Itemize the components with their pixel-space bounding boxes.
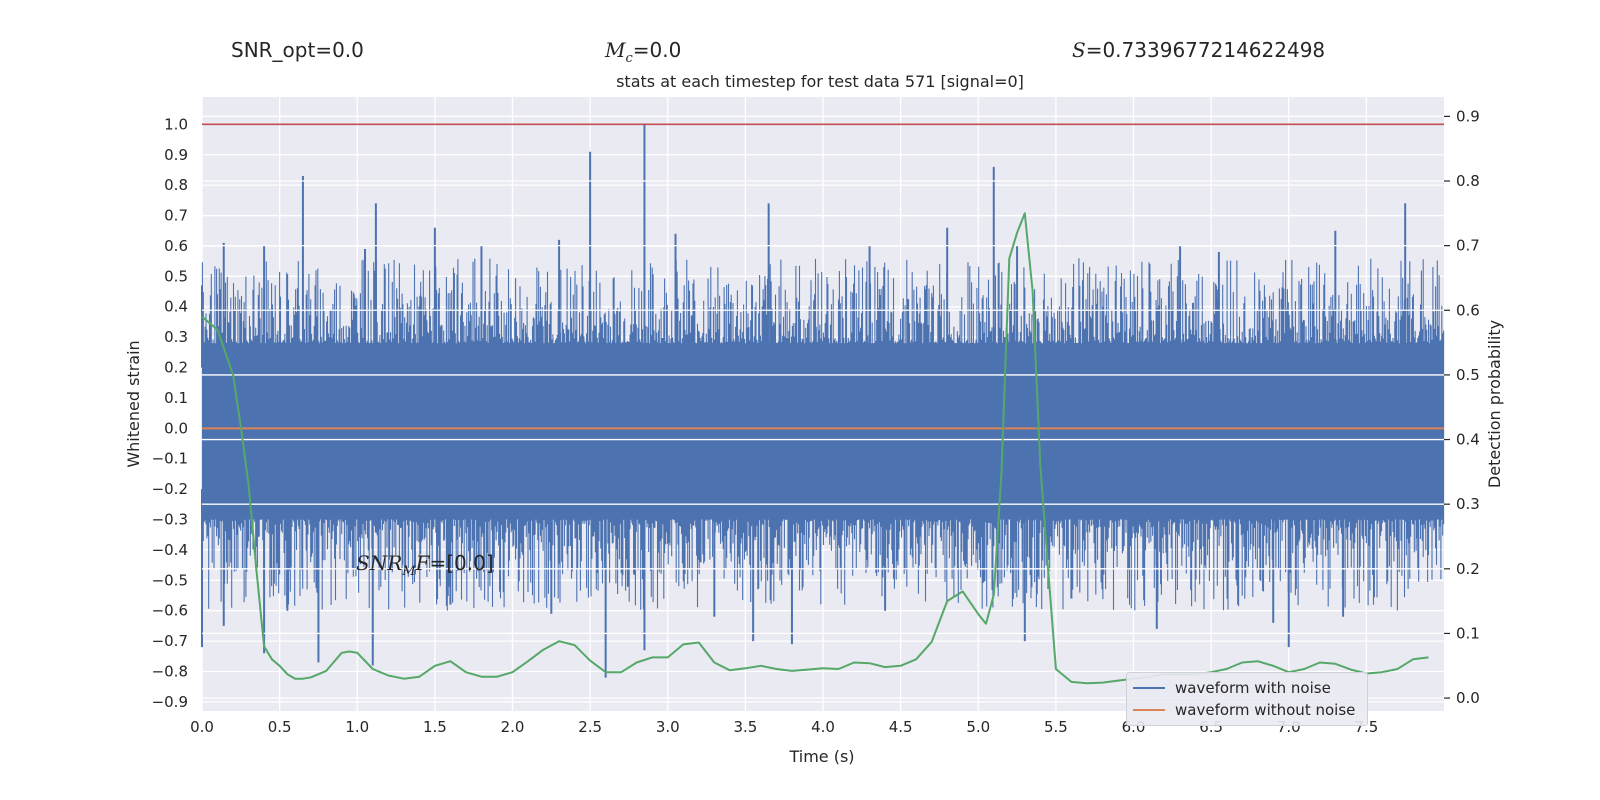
y-tick-label-left: −0.5 xyxy=(152,571,188,589)
y-tick-label-left: 0.3 xyxy=(164,328,188,346)
s-symbol: S xyxy=(1072,38,1086,62)
legend-label-without-noise: waveform without noise xyxy=(1175,701,1356,719)
legend: waveform with noise waveform without noi… xyxy=(1126,672,1368,726)
y-tick-label-right: 0.5 xyxy=(1456,366,1480,384)
x-tick-label: 1.5 xyxy=(423,718,447,736)
y-axis-label-right: Detection probability xyxy=(1485,320,1504,488)
mc-symbol: Mc xyxy=(605,38,633,66)
chart-title: stats at each timestep for test data 571… xyxy=(616,72,1024,91)
legend-swatch-without-noise xyxy=(1133,709,1165,711)
y-tick-label-left: −0.1 xyxy=(152,450,188,468)
y-tick-label-left: 0.0 xyxy=(164,419,188,437)
snr-mf-annotation: SNRMF=[0.0] xyxy=(356,551,494,579)
y-tick-label-right: 0.4 xyxy=(1456,431,1480,449)
y-tick-label-right: 0.1 xyxy=(1456,624,1480,642)
x-tick-label: 3.5 xyxy=(733,718,757,736)
y-tick-label-left: 0.1 xyxy=(164,389,188,407)
y-tick-label-left: 0.6 xyxy=(164,237,188,255)
x-tick-label: 3.0 xyxy=(656,718,680,736)
x-tick-label: 0.0 xyxy=(190,718,214,736)
y-tick-label-left: −0.3 xyxy=(152,511,188,529)
x-tick-label: 2.0 xyxy=(501,718,525,736)
legend-label-with-noise: waveform with noise xyxy=(1175,679,1331,697)
y-tick-label-left: −0.8 xyxy=(152,662,188,680)
x-tick-label: 0.5 xyxy=(268,718,292,736)
x-tick-label: 5.5 xyxy=(1044,718,1068,736)
right-grid xyxy=(202,115,1444,699)
snr-opt-text: SNR_opt=0.0 xyxy=(231,38,364,62)
y-tick-label-right: 0.6 xyxy=(1456,301,1480,319)
y-tick-label-left: 0.5 xyxy=(164,267,188,285)
legend-swatch-with-noise xyxy=(1133,687,1165,689)
y-tick-label-left: −0.7 xyxy=(152,632,188,650)
y-tick-label-left: −0.9 xyxy=(152,693,188,711)
legend-item-without-noise: waveform without noise xyxy=(1133,699,1355,721)
x-tick-label: 1.0 xyxy=(345,718,369,736)
y-tick-label-left: 0.4 xyxy=(164,298,188,316)
y-tick-label-left: 0.7 xyxy=(164,207,188,225)
y-tick-label-right: 0.3 xyxy=(1456,495,1480,513)
y-tick-label-left: 0.9 xyxy=(164,146,188,164)
mc-value: =0.0 xyxy=(632,38,682,62)
y-tick-label-right: 0.7 xyxy=(1456,237,1480,255)
x-tick-label: 4.0 xyxy=(811,718,835,736)
y-tick-label-left: −0.4 xyxy=(152,541,188,559)
y-tick-label-left: 0.2 xyxy=(164,359,188,377)
x-tick-label: 5.0 xyxy=(966,718,990,736)
y-tick-label-right: 0.0 xyxy=(1456,689,1480,707)
y-tick-label-left: 0.8 xyxy=(164,176,188,194)
s-text: S=0.7339677214622498 xyxy=(1072,38,1325,62)
x-tick-label: 4.5 xyxy=(889,718,913,736)
y-tick-label-left: −0.2 xyxy=(152,480,188,498)
s-value: =0.7339677214622498 xyxy=(1085,38,1326,62)
x-tick-label: 2.5 xyxy=(578,718,602,736)
y-tick-label-right: 0.2 xyxy=(1456,560,1480,578)
x-axis-label: Time (s) xyxy=(788,747,854,766)
legend-item-with-noise: waveform with noise xyxy=(1133,677,1331,699)
y-tick-label-right: 0.9 xyxy=(1456,107,1480,125)
y-tick-label-right: 0.8 xyxy=(1456,172,1480,190)
y-axis-label-left: Whitened strain xyxy=(124,340,143,467)
chirp-mass-text: Mc=0.0 xyxy=(605,38,681,66)
snr-mf-value: =[0.0] xyxy=(429,551,493,575)
y-tick-label-left: 1.0 xyxy=(164,115,188,133)
y-tick-label-left: −0.6 xyxy=(152,602,188,620)
